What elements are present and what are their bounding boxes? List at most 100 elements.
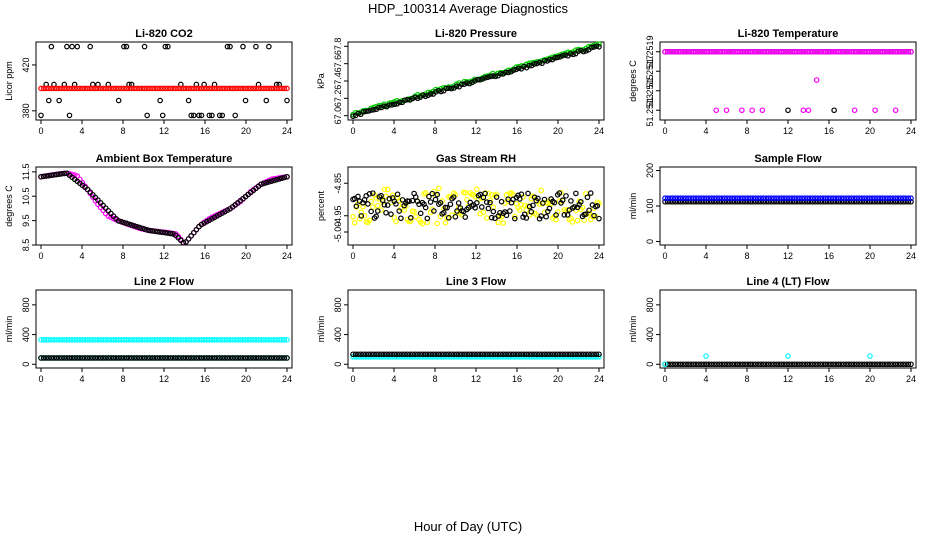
data-point — [567, 51, 574, 57]
data-point — [701, 361, 707, 368]
data-point — [227, 355, 233, 361]
x-tick-label: 16 — [824, 374, 834, 384]
data-point — [58, 336, 65, 343]
data-point — [115, 97, 122, 104]
data-point — [838, 198, 844, 205]
data-point — [48, 43, 55, 50]
data-point — [378, 351, 385, 358]
data-point — [846, 48, 852, 55]
data-point — [732, 195, 738, 202]
data-point — [791, 48, 798, 55]
data-point — [263, 97, 270, 104]
data-point — [162, 229, 169, 236]
data-point — [822, 48, 829, 55]
data-point — [500, 220, 507, 226]
data-point — [172, 355, 179, 361]
data-point — [279, 355, 285, 361]
data-point — [711, 48, 718, 55]
data-point — [190, 112, 197, 119]
data-point — [485, 205, 492, 212]
data-point — [760, 198, 767, 205]
x-tick-label: 12 — [783, 251, 793, 261]
series-magenta-low — [713, 48, 899, 114]
data-point — [851, 48, 857, 55]
data-point — [526, 351, 532, 358]
data-point — [260, 180, 267, 187]
data-point — [755, 198, 762, 205]
data-point — [268, 355, 275, 361]
data-point — [851, 195, 857, 202]
data-point — [87, 43, 94, 50]
data-point — [903, 195, 909, 202]
x-tick-label: 24 — [282, 251, 292, 261]
data-point — [152, 85, 158, 92]
data-point — [556, 190, 563, 196]
data-point — [159, 112, 166, 119]
data-point — [383, 209, 389, 216]
data-point — [263, 336, 270, 343]
data-point — [165, 230, 171, 236]
data-point — [890, 361, 896, 368]
data-point — [61, 170, 68, 177]
data-point — [664, 195, 671, 202]
data-point — [438, 351, 444, 358]
x-tick-label: 8 — [744, 251, 749, 261]
data-point — [541, 351, 548, 358]
x-tick-label: 4 — [79, 126, 84, 136]
data-point — [703, 48, 710, 55]
data-point — [381, 351, 387, 358]
data-point — [483, 215, 490, 221]
data-point — [240, 355, 246, 361]
data-point — [716, 48, 723, 55]
x-tick-label: 4 — [391, 126, 396, 136]
data-point — [56, 355, 62, 361]
data-point — [185, 97, 192, 104]
x-tick-label: 20 — [865, 374, 875, 384]
data-point — [783, 195, 790, 202]
x-tick-label: 24 — [594, 126, 604, 136]
x-tick-label: 0 — [38, 126, 43, 136]
data-point — [162, 85, 169, 92]
data-point — [45, 355, 52, 361]
data-point — [734, 48, 741, 55]
data-point — [370, 190, 376, 196]
data-point — [582, 211, 589, 218]
data-point — [833, 195, 839, 202]
data-point — [682, 361, 689, 368]
data-point — [858, 195, 865, 202]
data-point — [827, 195, 834, 202]
data-point — [510, 67, 517, 73]
data-point — [675, 361, 681, 368]
data-point — [235, 336, 241, 343]
data-point — [435, 351, 442, 358]
data-point — [804, 195, 811, 202]
data-point — [273, 355, 280, 361]
data-point — [812, 195, 818, 202]
data-point — [528, 351, 535, 358]
data-point — [461, 351, 468, 358]
data-point — [706, 198, 712, 205]
data-point — [393, 201, 399, 207]
data-point — [905, 198, 912, 205]
data-point — [411, 208, 417, 215]
data-point — [897, 198, 904, 205]
data-point — [222, 355, 228, 361]
series-black — [350, 43, 602, 120]
data-point — [146, 227, 153, 234]
data-point — [389, 192, 396, 198]
data-point — [831, 107, 837, 114]
data-point — [445, 214, 452, 221]
data-point — [128, 222, 135, 228]
data-point — [222, 85, 228, 92]
data-point — [758, 48, 764, 55]
data-point — [466, 351, 473, 358]
data-point — [770, 198, 777, 205]
data-point — [245, 355, 251, 361]
data-point — [45, 97, 52, 104]
data-point — [201, 85, 207, 92]
data-point — [131, 355, 138, 361]
data-point — [752, 198, 759, 205]
data-point — [698, 48, 705, 55]
data-point — [763, 195, 769, 202]
data-point — [443, 85, 450, 92]
